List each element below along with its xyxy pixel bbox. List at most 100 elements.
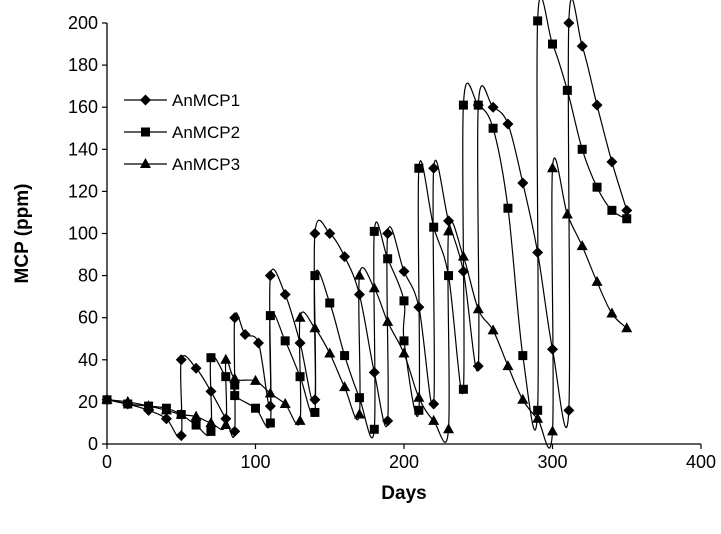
data-point	[250, 374, 261, 385]
y-tick-label: 200	[68, 13, 98, 33]
data-point	[563, 404, 575, 416]
data-point	[353, 269, 365, 280]
data-point	[279, 289, 291, 301]
data-point	[399, 296, 409, 306]
data-point	[101, 393, 113, 404]
data-point	[353, 408, 365, 419]
y-tick-label: 120	[68, 181, 98, 201]
data-point	[547, 425, 558, 436]
data-point	[265, 418, 275, 428]
data-point	[428, 414, 440, 425]
data-point	[443, 423, 455, 434]
y-axis-title: MCP (ppm)	[12, 184, 33, 284]
x-axis-title: Days	[381, 483, 426, 504]
data-point	[561, 208, 573, 219]
data-point	[398, 347, 410, 358]
data-point	[160, 404, 172, 415]
data-point	[175, 430, 187, 442]
data-point	[206, 353, 216, 363]
data-point	[472, 303, 484, 314]
data-point	[413, 391, 425, 402]
data-point	[398, 265, 410, 277]
data-point	[294, 311, 306, 322]
data-point	[310, 407, 320, 417]
data-point	[622, 214, 632, 224]
data-point	[230, 380, 240, 390]
data-point	[533, 16, 543, 26]
data-point	[309, 322, 321, 333]
legend-marker	[141, 127, 150, 137]
data-point	[592, 182, 602, 192]
data-point	[458, 100, 468, 110]
data-point	[458, 384, 468, 394]
data-point	[252, 337, 264, 349]
data-point	[444, 271, 454, 281]
data-point	[443, 215, 455, 227]
data-point	[532, 412, 544, 423]
y-tick-label: 180	[68, 55, 98, 75]
data-point	[122, 395, 134, 406]
legend-label: AnMCP3	[172, 155, 240, 174]
data-point	[443, 225, 455, 236]
series-line	[106, 0, 628, 439]
data-point	[562, 85, 572, 95]
data-point	[264, 400, 276, 412]
data-point	[175, 354, 187, 366]
data-point	[230, 391, 240, 401]
data-point	[324, 228, 336, 239]
data-point	[563, 17, 575, 29]
data-point	[229, 312, 241, 324]
data-point	[220, 353, 232, 364]
data-point	[428, 162, 440, 174]
series-layer	[101, 0, 633, 449]
data-point	[229, 425, 241, 437]
data-point	[280, 336, 290, 346]
data-point	[239, 329, 251, 341]
data-point	[487, 101, 499, 113]
data-point	[606, 156, 618, 168]
data-point	[533, 405, 543, 415]
data-point	[577, 144, 587, 154]
data-point	[206, 426, 216, 436]
data-point	[310, 271, 320, 281]
data-point	[621, 322, 633, 333]
y-tick-label: 60	[78, 308, 98, 328]
y-tick-label: 140	[68, 139, 98, 159]
legend: AnMCP1 AnMCP2 AnMCP3	[124, 91, 240, 174]
data-point	[143, 400, 155, 411]
data-point	[502, 360, 514, 371]
x-tick-label: 100	[240, 452, 270, 472]
data-point	[517, 393, 529, 404]
data-point	[576, 240, 588, 251]
data-point	[325, 298, 335, 308]
y-tick-label: 20	[78, 392, 98, 412]
data-point	[414, 405, 424, 415]
data-point	[294, 414, 306, 425]
data-point	[382, 415, 394, 427]
y-tick-label: 100	[68, 224, 98, 244]
data-point	[487, 324, 499, 335]
legend-label: AnMCP1	[172, 91, 240, 110]
series-3	[101, 157, 633, 449]
y-tick-label: 0	[88, 434, 98, 454]
data-point	[428, 398, 440, 410]
legend-marker	[140, 158, 151, 168]
data-point	[502, 118, 514, 130]
data-point	[229, 372, 241, 383]
y-tick-label: 160	[68, 97, 98, 117]
data-point	[382, 228, 394, 239]
data-point	[279, 398, 291, 409]
data-point	[368, 282, 380, 293]
data-point	[621, 204, 633, 216]
data-point	[472, 360, 484, 372]
data-point	[339, 251, 351, 263]
data-point	[220, 413, 232, 425]
data-point	[503, 203, 513, 213]
data-point	[518, 351, 528, 361]
data-point	[190, 410, 202, 421]
data-point	[191, 420, 201, 430]
data-point	[264, 270, 276, 282]
data-point	[264, 387, 276, 398]
data-point	[607, 205, 617, 215]
